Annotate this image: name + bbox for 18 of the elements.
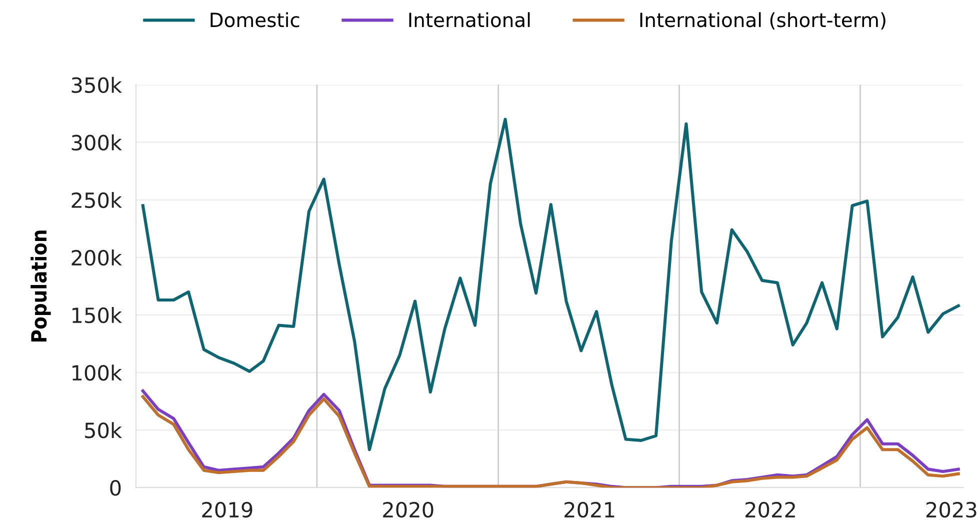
x-tick-label: 2021	[564, 502, 614, 518]
y-tick-label: 300k	[72, 134, 122, 151]
y-axis-title: Population	[30, 230, 51, 342]
y-tick-label: 100k	[72, 364, 122, 381]
legend-label: International	[409, 12, 530, 28]
x-tick-label: 2019	[202, 502, 252, 518]
x-tick-label: 2022	[746, 502, 795, 518]
y-tick-label: 200k	[72, 250, 122, 266]
y-tick-label: 250k	[72, 192, 122, 208]
x-tick-label: 2023	[926, 502, 976, 518]
x-tick-label: 2020	[383, 502, 434, 518]
legend-label: International (short-term)	[640, 12, 886, 30]
y-tick-label: 50k	[85, 422, 122, 438]
y-tick-label: 350k	[72, 76, 122, 94]
legend-label: Domestic	[210, 12, 300, 28]
y-tick-label: 0	[110, 480, 121, 496]
y-tick-label: 150k	[72, 307, 122, 324]
line-series	[141, 118, 960, 452]
